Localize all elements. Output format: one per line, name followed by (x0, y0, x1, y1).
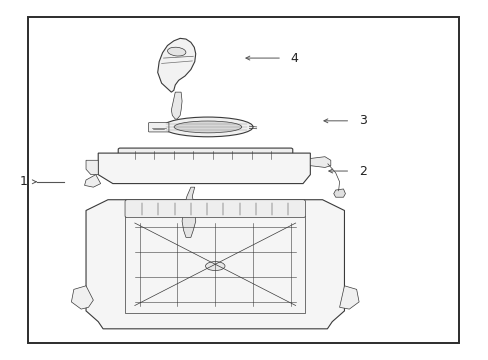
Ellipse shape (163, 117, 252, 137)
Polygon shape (98, 153, 310, 184)
Polygon shape (86, 200, 344, 329)
Polygon shape (158, 39, 195, 92)
Ellipse shape (205, 262, 224, 271)
Text: 4: 4 (290, 51, 298, 64)
Polygon shape (333, 189, 345, 197)
Ellipse shape (174, 121, 241, 133)
Text: 2: 2 (358, 165, 366, 177)
FancyBboxPatch shape (148, 123, 168, 132)
FancyBboxPatch shape (125, 200, 305, 218)
Polygon shape (71, 286, 93, 309)
FancyBboxPatch shape (118, 148, 292, 161)
Polygon shape (182, 187, 195, 237)
Polygon shape (171, 92, 182, 119)
Bar (27, 17, 458, 343)
Polygon shape (86, 160, 98, 175)
Ellipse shape (167, 47, 185, 56)
Polygon shape (339, 286, 358, 309)
Polygon shape (310, 157, 330, 167)
Text: 3: 3 (358, 114, 366, 127)
Text: 1: 1 (20, 175, 27, 188)
Polygon shape (84, 175, 101, 187)
